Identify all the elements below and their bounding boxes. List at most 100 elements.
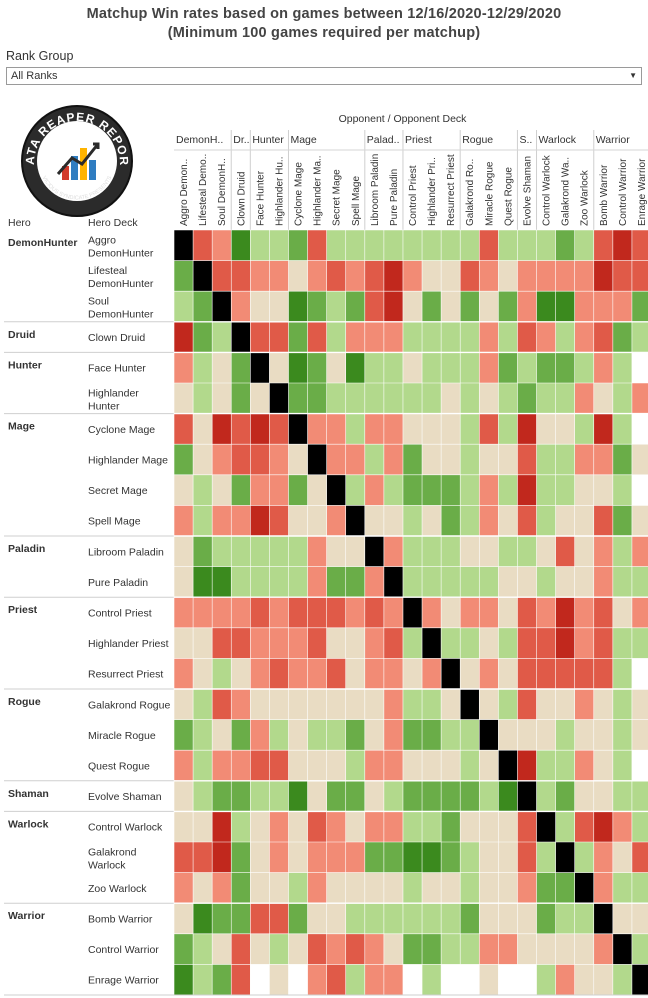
heatmap-cell[interactable] [612, 750, 633, 782]
heatmap-cell[interactable] [536, 505, 556, 537]
heatmap-cell[interactable] [441, 444, 461, 476]
heatmap-cell[interactable] [479, 658, 499, 690]
heatmap-cell[interactable] [307, 260, 327, 292]
heatmap-cell[interactable] [212, 383, 232, 414]
heatmap-cell[interactable] [288, 811, 308, 843]
heatmap-cell[interactable] [383, 842, 404, 873]
heatmap-cell[interactable] [269, 444, 289, 476]
heatmap-cell[interactable] [212, 321, 232, 353]
heatmap-cell[interactable] [174, 750, 194, 782]
heatmap-cell[interactable] [574, 505, 595, 537]
heatmap-cell[interactable] [364, 842, 385, 873]
heatmap-cell[interactable] [307, 719, 327, 751]
heatmap-cell[interactable] [631, 474, 648, 506]
heatmap-cell[interactable] [536, 658, 556, 690]
heatmap-cell[interactable] [555, 444, 575, 476]
heatmap-cell[interactable] [441, 903, 461, 935]
heatmap-cell[interactable] [536, 689, 556, 720]
heatmap-cell[interactable] [402, 933, 423, 965]
heatmap-cell[interactable] [364, 903, 385, 935]
heatmap-cell[interactable] [307, 903, 327, 935]
heatmap-cell[interactable] [326, 291, 347, 323]
heatmap-cell[interactable] [174, 536, 194, 567]
heatmap-cell[interactable] [574, 964, 595, 996]
heatmap-cell[interactable] [212, 842, 232, 873]
heatmap-cell[interactable] [612, 260, 633, 292]
heatmap-cell[interactable] [441, 658, 461, 690]
heatmap-cell[interactable] [231, 536, 251, 567]
heatmap-cell[interactable] [250, 352, 270, 384]
heatmap-cell[interactable] [364, 597, 385, 629]
heatmap-cell[interactable] [364, 260, 385, 292]
heatmap-cell[interactable] [193, 505, 213, 537]
heatmap-cell[interactable] [174, 413, 194, 445]
heatmap-cell[interactable] [631, 627, 648, 659]
heatmap-cell[interactable] [250, 383, 270, 414]
heatmap-cell[interactable] [460, 964, 480, 996]
heatmap-cell[interactable] [288, 413, 308, 445]
heatmap-cell[interactable] [422, 933, 442, 965]
heatmap-cell[interactable] [326, 964, 347, 996]
heatmap-cell[interactable] [326, 505, 347, 537]
heatmap-cell[interactable] [174, 444, 194, 476]
heatmap-cell[interactable] [193, 474, 213, 506]
heatmap-cell[interactable] [536, 291, 556, 323]
heatmap-cell[interactable] [441, 627, 461, 659]
heatmap-cell[interactable] [193, 689, 213, 720]
heatmap-cell[interactable] [250, 658, 270, 690]
heatmap-cell[interactable] [536, 750, 556, 782]
heatmap-cell[interactable] [422, 689, 442, 720]
heatmap-cell[interactable] [326, 321, 347, 353]
heatmap-cell[interactable] [479, 780, 499, 812]
heatmap-cell[interactable] [250, 413, 270, 445]
heatmap-cell[interactable] [174, 658, 194, 690]
heatmap-cell[interactable] [231, 933, 251, 965]
heatmap-cell[interactable] [574, 444, 595, 476]
heatmap-cell[interactable] [479, 933, 499, 965]
heatmap-cell[interactable] [345, 658, 366, 690]
heatmap-cell[interactable] [612, 689, 633, 720]
heatmap-cell[interactable] [612, 536, 633, 567]
heatmap-cell[interactable] [345, 903, 366, 935]
heatmap-cell[interactable] [517, 383, 537, 414]
heatmap-cell[interactable] [326, 811, 347, 843]
heatmap-cell[interactable] [631, 750, 648, 782]
heatmap-cell[interactable] [517, 811, 537, 843]
heatmap-cell[interactable] [383, 903, 404, 935]
heatmap-cell[interactable] [212, 260, 232, 292]
heatmap-cell[interactable] [574, 811, 595, 843]
heatmap-cell[interactable] [345, 413, 366, 445]
heatmap-cell[interactable] [307, 505, 327, 537]
heatmap-cell[interactable] [174, 964, 194, 996]
heatmap-cell[interactable] [517, 750, 537, 782]
heatmap-cell[interactable] [574, 474, 595, 506]
heatmap-cell[interactable] [345, 536, 366, 567]
heatmap-cell[interactable] [555, 780, 575, 812]
heatmap-cell[interactable] [402, 750, 423, 782]
heatmap-cell[interactable] [212, 627, 232, 659]
heatmap-cell[interactable] [288, 352, 308, 384]
heatmap-cell[interactable] [212, 352, 232, 384]
heatmap-cell[interactable] [212, 750, 232, 782]
heatmap-cell[interactable] [326, 383, 347, 414]
heatmap-cell[interactable] [231, 750, 251, 782]
heatmap-cell[interactable] [517, 352, 537, 384]
heatmap-cell[interactable] [536, 903, 556, 935]
heatmap-cell[interactable] [212, 474, 232, 506]
heatmap-cell[interactable] [631, 413, 648, 445]
heatmap-cell[interactable] [231, 780, 251, 812]
heatmap-cell[interactable] [193, 750, 213, 782]
heatmap-cell[interactable] [231, 872, 251, 904]
heatmap-cell[interactable] [612, 719, 633, 751]
heatmap-cell[interactable] [193, 872, 213, 904]
heatmap-cell[interactable] [517, 903, 537, 935]
heatmap-cell[interactable] [479, 260, 499, 292]
heatmap-cell[interactable] [498, 474, 518, 506]
heatmap-cell[interactable] [231, 321, 251, 353]
heatmap-cell[interactable] [536, 964, 556, 996]
heatmap-cell[interactable] [612, 566, 633, 598]
heatmap-cell[interactable] [612, 291, 633, 323]
heatmap-cell[interactable] [383, 597, 404, 629]
heatmap-cell[interactable] [326, 750, 347, 782]
heatmap-cell[interactable] [460, 933, 480, 965]
